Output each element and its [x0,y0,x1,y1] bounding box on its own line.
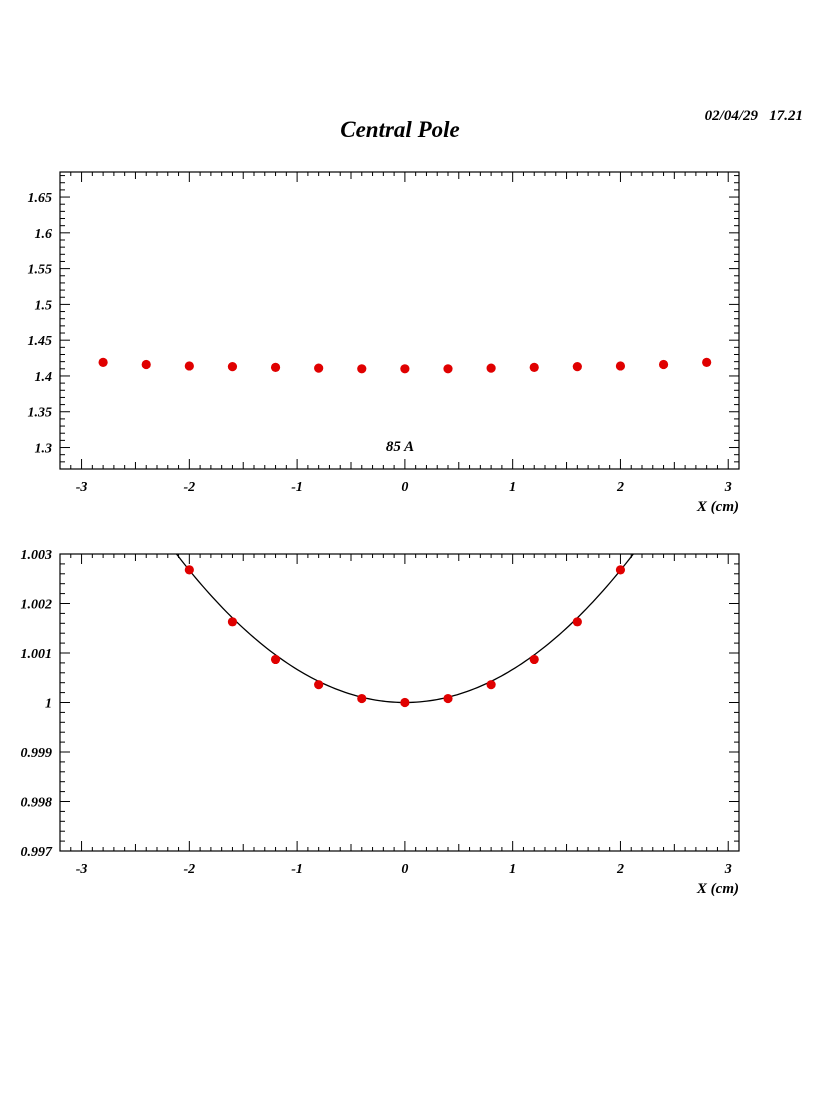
data-point [486,363,496,373]
data-point [227,617,238,627]
y-tick-label: 0.997 [21,845,54,860]
x-axis-label: X (cm) [696,499,739,515]
x-tick-label: -2 [183,480,195,495]
data-point [314,680,324,690]
data-point [184,565,194,575]
data-point [400,697,410,708]
data-point [314,363,324,373]
x-tick-label: 2 [616,480,624,495]
y-tick-label: 1.45 [28,334,53,349]
y-tick-label: 1.4 [35,370,53,385]
timestamp: 02/04/29 17.21 [705,108,803,124]
plot-frame [59,171,740,470]
x-tick-label: 1 [509,862,516,877]
data-point [227,362,238,372]
fit-curve [175,554,635,704]
y-tick-label: 1.002 [21,598,53,613]
data-point [141,359,151,370]
y-tick-label: 1 [45,697,52,712]
plot-annotation: 85 A [386,439,414,455]
data-point [486,680,496,690]
y-tick-label: 1.65 [28,191,53,206]
data-point [529,362,539,372]
data-point [357,364,367,374]
x-tick-label: 0 [401,862,408,877]
lower-chart-panel: -3 -2 -1 0 1 2 3 X (cm) 0.997 0.998 0.999 1 1.001 1.0… [21,548,740,897]
data-point [572,617,582,627]
data-point [443,693,453,704]
data-point [98,357,108,367]
data-point [270,654,281,665]
x-tick-label: 2 [616,862,624,877]
data-point [702,357,712,367]
data-point [400,364,410,374]
data-point [615,565,626,575]
y-tick-label: 1.3 [35,442,53,457]
data-point [357,693,367,704]
data-point [615,361,626,371]
x-tick-label: -2 [183,862,195,877]
data-point [658,359,669,370]
x-tick-label: 3 [724,862,732,877]
data-point [270,362,281,372]
data-point [529,654,539,665]
y-tick-label: 1.6 [35,227,53,242]
data-point [443,364,453,374]
data-point [572,362,582,372]
y-tick-label: 1.001 [21,647,53,662]
x-tick-label: 1 [509,480,516,495]
x-tick-label: 0 [401,480,408,495]
x-axis-label: X (cm) [696,881,739,897]
x-tick-label: -3 [76,480,88,495]
y-tick-label: 1.5 [35,298,53,313]
figure-title: Central Pole [340,117,459,142]
y-tick-label: 1.35 [28,406,53,421]
data-point [184,361,194,371]
x-tick-label: 3 [724,480,732,495]
upper-chart-panel: -3 -2 -1 0 1 2 3 X (cm) 1.3 1.35 1.4 1.45 1.5 1.55 1.6… [28,171,740,515]
y-tick-label: 0.998 [21,796,53,811]
x-tick-label: -1 [291,480,303,495]
x-tick-label: -3 [76,862,88,877]
y-tick-label: 1.003 [21,548,53,563]
x-tick-label: -1 [291,862,303,877]
y-tick-label: 0.999 [21,746,53,761]
y-tick-label: 1.55 [28,263,53,278]
